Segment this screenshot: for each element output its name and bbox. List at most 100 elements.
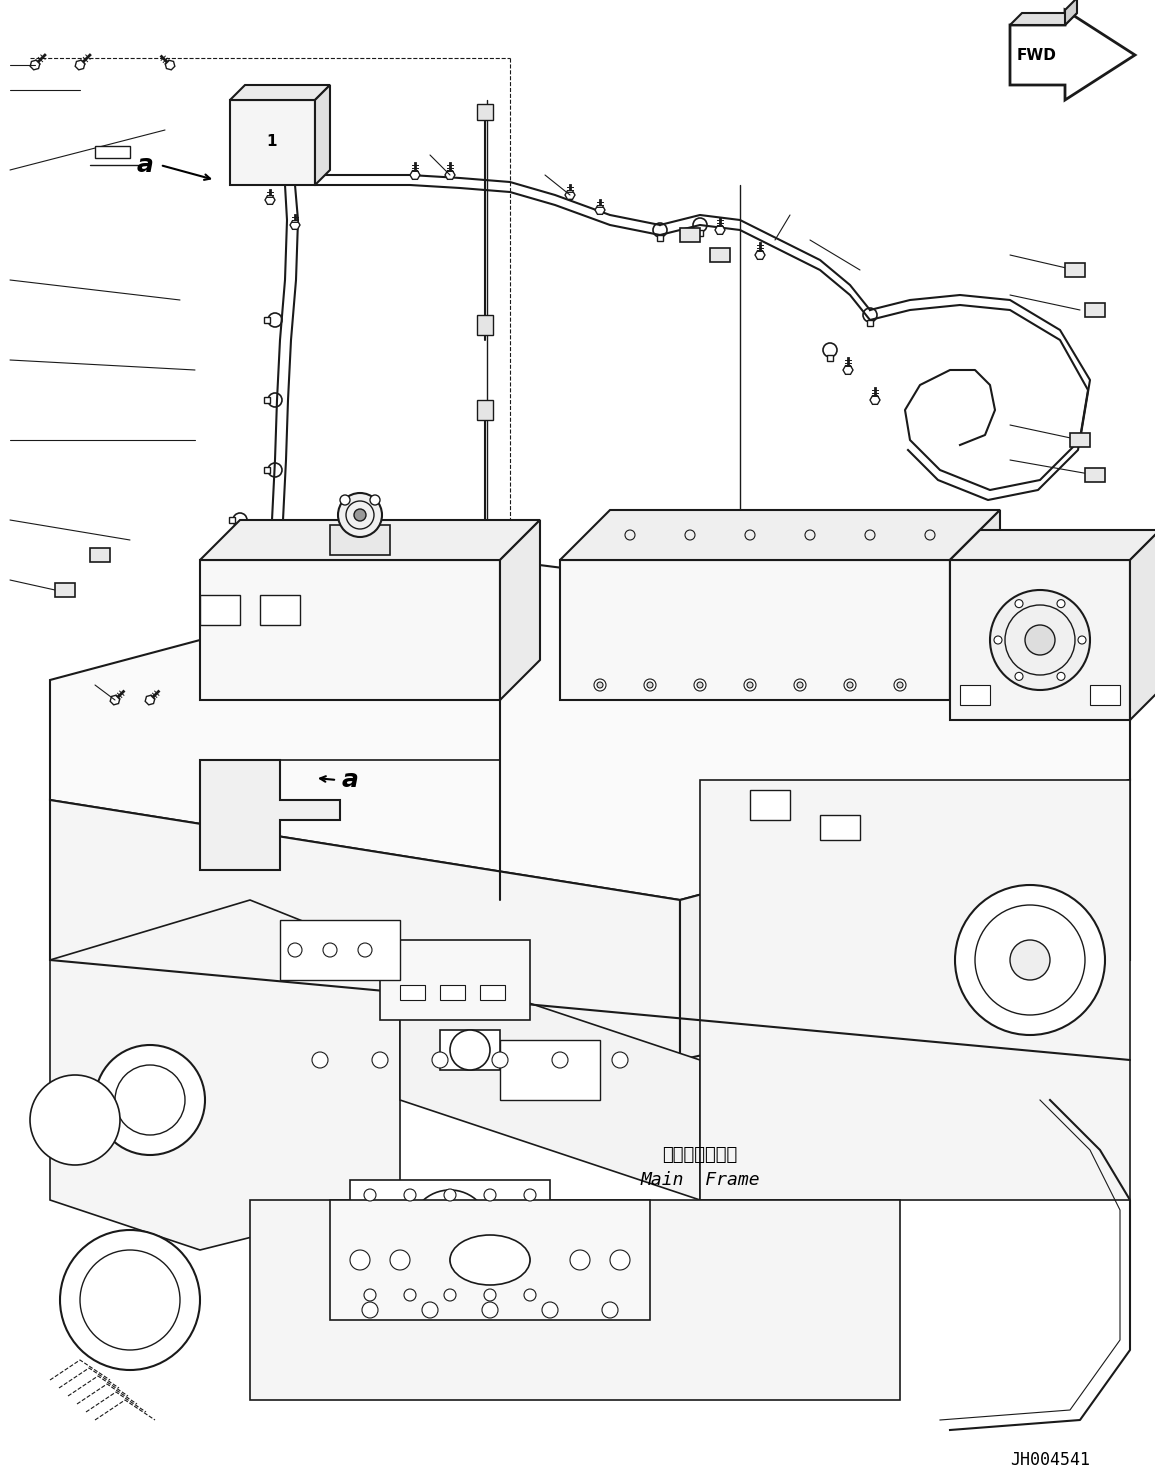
Circle shape	[482, 1302, 498, 1318]
Polygon shape	[264, 195, 275, 204]
Polygon shape	[230, 84, 330, 101]
Polygon shape	[410, 170, 420, 179]
Bar	[960, 685, 990, 705]
Bar	[280, 920, 400, 981]
Bar	[820, 815, 860, 840]
Circle shape	[594, 679, 606, 691]
Circle shape	[60, 1231, 200, 1370]
Polygon shape	[290, 220, 300, 229]
Bar	[477, 399, 493, 420]
Circle shape	[340, 495, 350, 504]
Circle shape	[353, 509, 366, 521]
Polygon shape	[445, 170, 455, 179]
Polygon shape	[50, 561, 1130, 901]
Polygon shape	[951, 510, 1000, 700]
Circle shape	[364, 1290, 377, 1302]
Bar	[440, 1029, 500, 1069]
Bar	[330, 525, 390, 555]
Bar	[264, 317, 270, 322]
Circle shape	[1078, 636, 1086, 643]
Circle shape	[612, 1052, 628, 1068]
Circle shape	[844, 679, 856, 691]
Circle shape	[404, 1189, 416, 1201]
Bar	[750, 790, 790, 819]
Circle shape	[288, 944, 301, 957]
Text: a: a	[342, 768, 358, 791]
Polygon shape	[400, 960, 700, 1199]
Circle shape	[484, 1290, 495, 1302]
Circle shape	[444, 1189, 456, 1201]
Text: FWD: FWD	[1018, 47, 1057, 62]
Circle shape	[955, 884, 1105, 1035]
Bar	[1065, 263, 1085, 277]
Polygon shape	[50, 901, 400, 1250]
Circle shape	[1057, 599, 1065, 608]
Polygon shape	[30, 61, 39, 70]
Bar	[827, 355, 833, 361]
Ellipse shape	[450, 1235, 530, 1285]
Bar	[260, 595, 300, 626]
Polygon shape	[565, 191, 575, 200]
Bar	[264, 467, 270, 473]
Bar	[330, 1199, 650, 1319]
Circle shape	[542, 1302, 558, 1318]
Circle shape	[990, 590, 1090, 691]
Circle shape	[432, 1052, 448, 1068]
Text: Main  Frame: Main Frame	[640, 1171, 760, 1189]
Bar	[229, 518, 234, 524]
Circle shape	[524, 1290, 536, 1302]
Circle shape	[450, 1250, 470, 1270]
Circle shape	[797, 682, 803, 688]
Circle shape	[644, 679, 656, 691]
Circle shape	[492, 1052, 508, 1068]
Text: 1: 1	[267, 135, 277, 149]
Polygon shape	[843, 365, 854, 374]
Bar	[477, 104, 493, 120]
Polygon shape	[951, 529, 1155, 561]
Circle shape	[444, 1290, 456, 1302]
Polygon shape	[500, 521, 541, 700]
Circle shape	[484, 1189, 495, 1201]
Bar	[480, 985, 505, 1000]
Polygon shape	[1009, 10, 1135, 101]
Polygon shape	[1130, 529, 1155, 720]
Bar	[657, 235, 663, 241]
Polygon shape	[755, 250, 765, 259]
Polygon shape	[595, 206, 605, 214]
Bar	[200, 595, 240, 626]
Circle shape	[571, 1250, 590, 1270]
Circle shape	[597, 682, 603, 688]
Polygon shape	[200, 521, 541, 561]
Circle shape	[1024, 626, 1055, 655]
Bar	[55, 583, 75, 598]
Polygon shape	[110, 695, 120, 705]
Circle shape	[602, 1302, 618, 1318]
Circle shape	[524, 1189, 536, 1201]
Bar	[680, 228, 700, 243]
Polygon shape	[951, 561, 1130, 720]
Polygon shape	[1065, 0, 1076, 25]
Circle shape	[422, 1302, 438, 1318]
Bar	[380, 941, 530, 1021]
Circle shape	[1009, 941, 1050, 981]
Circle shape	[370, 495, 380, 504]
Circle shape	[372, 1052, 388, 1068]
Circle shape	[350, 1250, 370, 1270]
Circle shape	[694, 679, 706, 691]
Polygon shape	[700, 779, 1130, 1199]
Circle shape	[897, 682, 903, 688]
Circle shape	[894, 679, 906, 691]
Circle shape	[744, 679, 757, 691]
Polygon shape	[75, 61, 84, 70]
Circle shape	[511, 1250, 530, 1270]
Circle shape	[1015, 599, 1023, 608]
Circle shape	[793, 679, 806, 691]
Polygon shape	[50, 800, 680, 1060]
Bar	[1070, 433, 1090, 447]
Circle shape	[338, 493, 382, 537]
Circle shape	[410, 1191, 490, 1270]
Polygon shape	[249, 1199, 900, 1401]
Polygon shape	[870, 396, 880, 404]
Polygon shape	[165, 61, 174, 70]
Text: JH004541: JH004541	[1009, 1451, 1090, 1469]
